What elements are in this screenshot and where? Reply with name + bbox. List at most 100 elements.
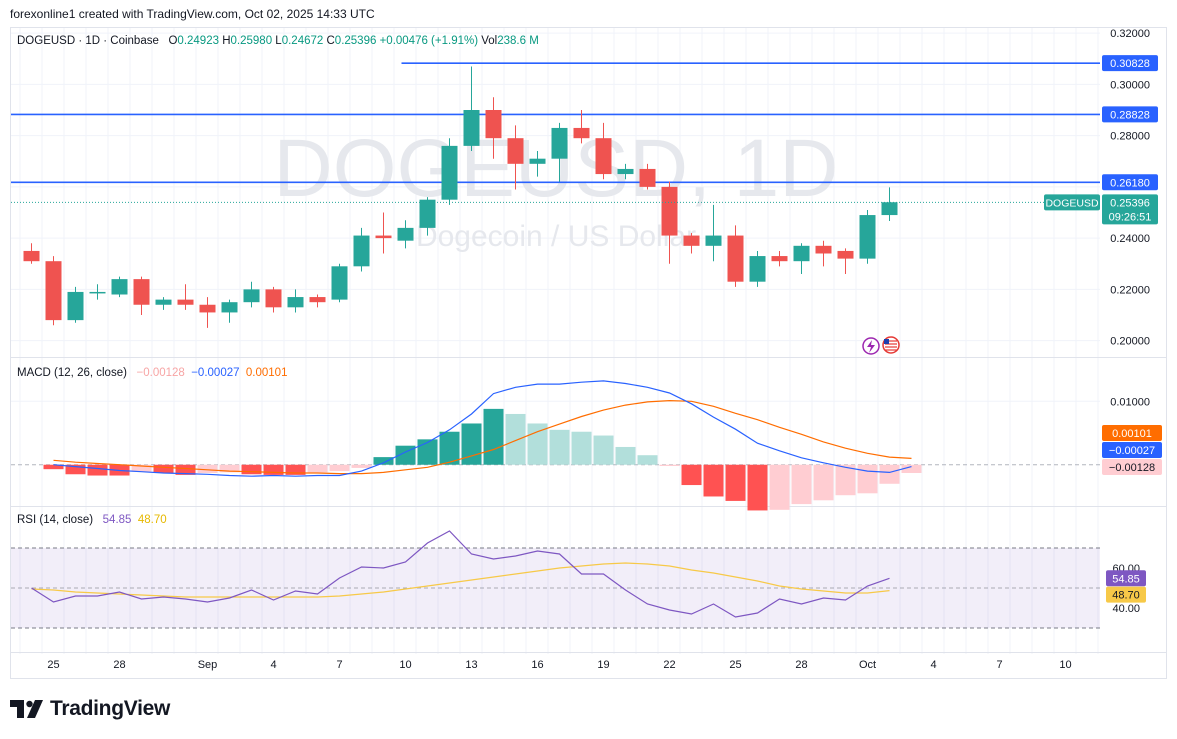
candle-body (111, 279, 128, 295)
candle (111, 276, 128, 298)
time-axis-label: 28 (113, 659, 125, 671)
macd-histogram-bar (131, 464, 152, 472)
candle-body (617, 168, 634, 175)
macd-signal-value: 0.00101 (245, 367, 288, 379)
level-price-tag (1102, 174, 1158, 191)
tradingview-branding: TradingView (10, 697, 170, 721)
candle-body (595, 138, 612, 175)
level-price-tag (1102, 106, 1158, 123)
candle (727, 225, 744, 287)
candle (485, 97, 502, 159)
candle-body (815, 245, 832, 254)
candle-body (67, 291, 84, 321)
price-axis-label: 0.20000 (1110, 336, 1150, 348)
candle-body (661, 186, 678, 236)
volume-value: 238.6 M (497, 35, 539, 47)
time-axis-label: 13 (465, 659, 477, 671)
candle-body (353, 235, 370, 267)
macd-axis-label: 0.01000 (1110, 396, 1150, 408)
candle-body (23, 250, 40, 262)
candle-body (331, 266, 348, 300)
macd-line (53, 380, 912, 477)
time-axis-label: 19 (597, 659, 609, 671)
candle-body (485, 110, 502, 139)
candle (507, 125, 524, 190)
level-price-label: 0.26180 (1110, 177, 1150, 189)
low-label: L (275, 35, 282, 47)
chart-frame (10, 27, 1167, 679)
candle-body (309, 297, 326, 303)
macd-histogram-bar (901, 464, 922, 473)
candle-body (859, 215, 876, 259)
macd-histogram-bar (769, 464, 790, 510)
macd-histogram-bar (351, 464, 372, 468)
candle-body (551, 127, 568, 159)
time-axis-label: 16 (531, 659, 543, 671)
macd-legend: MACD (12, 26, close) −0.00128 −0.00027 0… (17, 367, 287, 379)
candle (177, 284, 194, 310)
macd-histogram-bar (43, 464, 64, 470)
rsi-ma-value: 48.70 (137, 514, 167, 526)
macd-histogram-bar (637, 455, 658, 465)
candle-body (727, 235, 744, 282)
candle-body (573, 127, 590, 139)
rsi-axis-label: 40.00 (1112, 603, 1140, 615)
rsi-band-fill (11, 548, 1100, 628)
macd-histogram-bar (373, 457, 394, 465)
macd-histogram-bar (791, 464, 812, 505)
candle-body (639, 168, 656, 187)
candle (771, 250, 788, 267)
rsi-ma-line (31, 562, 890, 598)
candle (617, 163, 634, 180)
candle (463, 66, 480, 151)
candle (23, 243, 40, 264)
candle (815, 240, 832, 267)
macd-histogram-bar (505, 413, 526, 465)
candle (837, 248, 854, 274)
volume-label: Vol (481, 35, 498, 47)
symbol-label[interactable]: DOGEUSD · 1D · Coinbase (17, 35, 159, 47)
candle-body (463, 110, 480, 146)
macd-histogram-bar (307, 464, 328, 473)
macd-histogram-bar (175, 464, 196, 475)
tradingview-wordmark: TradingView (50, 697, 171, 720)
candle-body (683, 235, 700, 246)
candle-body (45, 261, 62, 321)
candle-body (243, 289, 260, 303)
candle (573, 110, 590, 144)
time-axis-label: 4 (930, 659, 936, 671)
candle-body (155, 299, 172, 305)
bar-countdown-label: 09:26:51 (1109, 211, 1152, 223)
candle-body (177, 299, 194, 305)
macd-histogram-bar (197, 464, 218, 473)
candle (45, 256, 62, 326)
candle (859, 209, 876, 264)
candle-body (133, 279, 150, 305)
macd-value-tag (1102, 425, 1162, 441)
candle (331, 263, 348, 303)
macd-histogram-bar (549, 429, 570, 465)
price-axis-label: 0.24000 (1110, 233, 1150, 245)
close-value: 0.25396 (334, 35, 377, 47)
candle-body (441, 145, 458, 200)
candle-body (89, 291, 106, 294)
price-axis-label: 0.22000 (1110, 284, 1150, 296)
candle-body (419, 199, 436, 228)
candle-body (881, 202, 898, 216)
candle (529, 151, 546, 177)
open-label: O (168, 35, 178, 47)
rsi-name[interactable]: RSI (14, close) (17, 514, 94, 526)
time-axis-label: 28 (795, 659, 807, 671)
macd-name[interactable]: MACD (12, 26, close) (17, 367, 127, 379)
candle-body (771, 256, 788, 262)
candle (243, 281, 260, 308)
candle (881, 187, 898, 221)
candle-body (529, 158, 546, 164)
time-axis-label: 25 (729, 659, 741, 671)
candle-body (749, 256, 766, 282)
candle-body (287, 297, 304, 308)
candle (661, 181, 678, 264)
symbol-tag-label: DOGEUSD (1045, 197, 1099, 209)
macd-value-label: −0.00128 (1109, 462, 1155, 474)
